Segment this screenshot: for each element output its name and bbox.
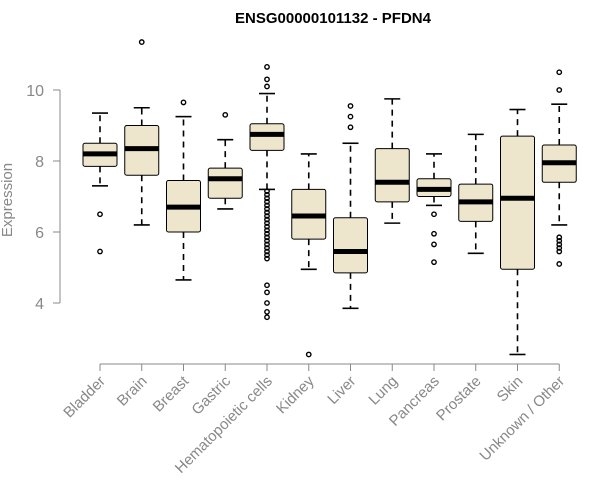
outlier-point	[264, 206, 270, 212]
outlier-point	[264, 314, 270, 321]
outlier-point	[556, 69, 563, 76]
box-group	[541, 69, 577, 267]
box-group	[291, 153, 327, 358]
outlier-point	[556, 248, 563, 255]
x-tick-label: Skin	[494, 373, 527, 406]
outlier-point	[264, 237, 270, 244]
y-tick-label: 8	[35, 154, 44, 171]
outlier-point	[556, 241, 563, 248]
outlier-point	[264, 76, 270, 83]
outlier-point	[347, 124, 354, 131]
box-group	[82, 112, 118, 255]
outlier-point	[264, 234, 270, 241]
x-tick-label: Breast	[150, 372, 193, 415]
outlier-point	[264, 248, 270, 255]
outlier-point	[264, 223, 270, 230]
box-group	[166, 99, 201, 281]
x-tick-label: Lung	[365, 373, 401, 409]
y-tick-label: 6	[35, 225, 44, 242]
box-group	[458, 133, 494, 255]
outlier-point	[264, 230, 270, 237]
iqr-box	[333, 217, 368, 274]
outlier-point	[264, 195, 270, 202]
box-group	[333, 103, 368, 310]
iqr-box	[500, 135, 535, 270]
outlier-point	[431, 230, 437, 237]
outlier-point	[431, 211, 437, 218]
x-tick-label: Prostate	[433, 373, 485, 425]
outlier-point	[556, 87, 563, 93]
box-group	[374, 98, 410, 224]
outlier-point	[264, 198, 270, 205]
outlier-point	[264, 245, 270, 251]
outlier-point	[264, 188, 270, 195]
iqr-box	[207, 167, 243, 199]
outlier-point	[556, 245, 563, 251]
outlier-point	[264, 213, 270, 219]
outlier-point	[347, 113, 354, 120]
outlier-point	[222, 111, 229, 118]
outlier-point	[264, 308, 270, 315]
outlier-point	[264, 202, 270, 209]
x-tick-label: Liver	[324, 373, 359, 408]
y-axis: 4 6 8 10	[26, 83, 61, 313]
outlier-point	[264, 255, 270, 262]
outlier-point	[264, 220, 270, 227]
outlier-point	[97, 248, 103, 255]
y-axis-title: Expression	[0, 163, 16, 237]
outlier-point	[264, 252, 270, 258]
box-group	[500, 108, 535, 356]
outlier-point	[264, 227, 270, 234]
outlier-point	[264, 300, 270, 306]
plot-area	[82, 39, 577, 358]
chart-title: ENSG00000101132 - PFDN4	[235, 10, 432, 27]
box-group	[249, 64, 285, 321]
box-group	[416, 153, 452, 266]
y-tick-label: 10	[26, 83, 44, 100]
iqr-box	[374, 148, 410, 203]
x-tick-label: Brain	[114, 373, 151, 410]
iqr-box	[249, 123, 285, 151]
box-group	[124, 39, 160, 226]
outlier-point	[264, 216, 270, 223]
outlier-point	[264, 282, 270, 289]
outlier-point	[264, 209, 270, 216]
outlier-point	[97, 211, 103, 218]
outlier-point	[431, 259, 437, 266]
y-tick-label: 4	[35, 296, 44, 313]
outlier-point	[305, 351, 312, 358]
outlier-point	[180, 99, 187, 106]
outlier-point	[138, 39, 145, 45]
box-group	[207, 111, 243, 210]
x-tick-label: Kidney	[273, 372, 318, 417]
outlier-point	[556, 234, 563, 241]
outlier-point	[556, 261, 563, 267]
outlier-point	[264, 241, 270, 248]
outlier-point	[264, 64, 270, 70]
outlier-point	[556, 237, 563, 244]
outlier-point	[264, 83, 270, 90]
x-tick-label: Bladder	[60, 373, 109, 422]
outlier-point	[264, 191, 270, 198]
outlier-point	[431, 241, 437, 248]
outlier-point	[347, 103, 354, 109]
outlier-point	[264, 289, 270, 296]
